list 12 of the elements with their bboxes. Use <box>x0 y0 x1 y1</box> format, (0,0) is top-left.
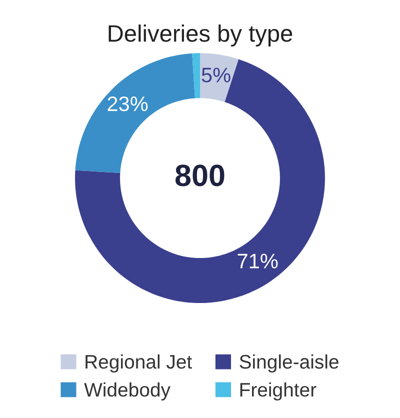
donut-slice <box>200 53 239 102</box>
text: 800 <box>175 164 224 186</box>
data-label: 23% <box>108 96 148 112</box>
legend-label: Regional Jet <box>86 354 192 373</box>
legend-label: Single-aisle <box>240 354 338 373</box>
chart-title: Deliveries by type <box>108 24 292 47</box>
data-label: 71% <box>238 254 278 268</box>
legend-label: Widebody <box>84 382 170 400</box>
data-label: 5% <box>202 68 230 82</box>
donut-slice <box>192 53 200 98</box>
legend-label: Freighter <box>240 382 316 400</box>
donut-slice <box>75 59 325 304</box>
